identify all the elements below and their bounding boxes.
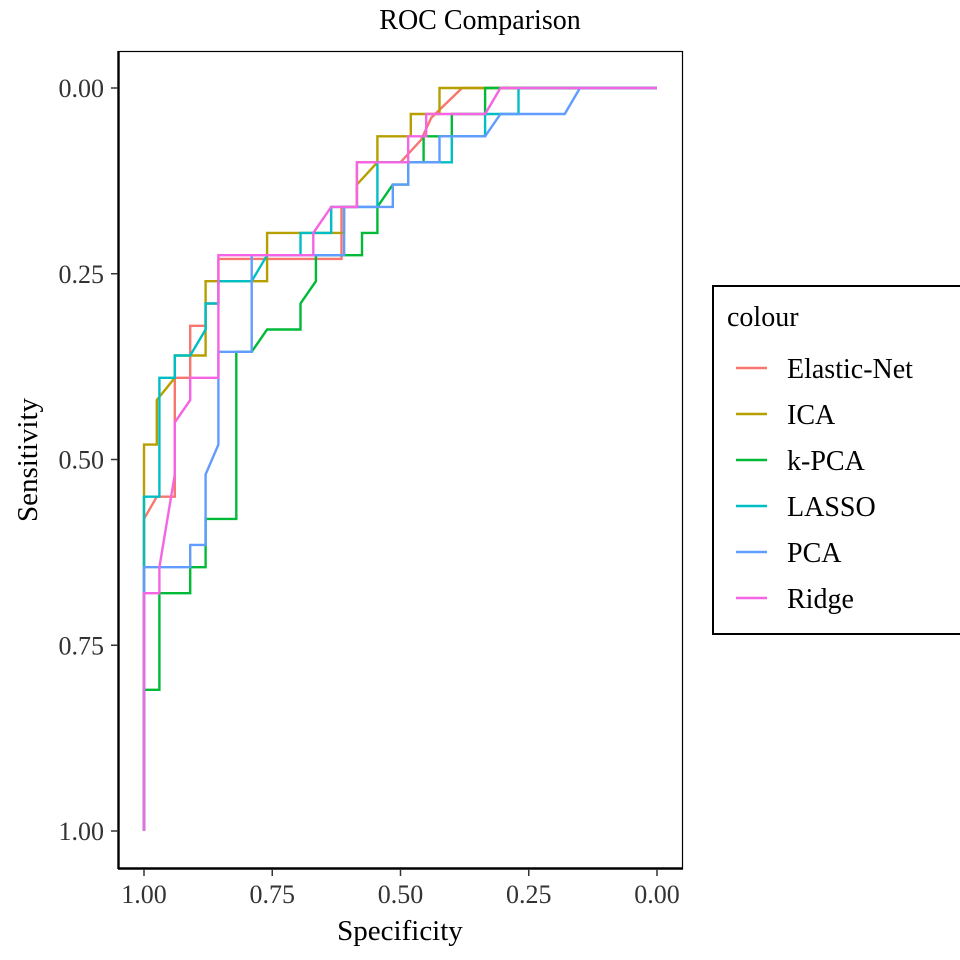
legend-label: Ridge [787, 584, 854, 615]
legend-title: colour [727, 302, 799, 333]
x-tick-label: 1.00 [121, 880, 167, 909]
legend-item-pca: PCA [736, 538, 842, 569]
axis-layer: 1.00 0.75 0.50 0.25 0.00 0.00 0.25 0.50 0.75 1.00 [59, 51, 683, 909]
series-line-ridge [142, 86, 657, 831]
y-tick-label: 0.50 [59, 446, 105, 475]
legend-label: k-PCA [787, 446, 866, 477]
chart-title: ROC Comparison [379, 5, 580, 36]
legend-item-ica: ICA [736, 400, 836, 431]
series-line-k-pca [142, 86, 657, 831]
legend-label: LASSO [787, 492, 876, 523]
legend: colour Elastic-Net ICA k-PCA LASSO PCA Ridge [712, 285, 960, 635]
x-tick-label: 0.25 [506, 880, 552, 909]
plot-panel [117, 50, 684, 870]
legend-item-ridge: Ridge [736, 584, 854, 615]
y-tick-label: 0.00 [59, 74, 105, 103]
series-layer [142, 86, 657, 831]
legend-label: PCA [787, 538, 842, 569]
legend-item-k-pca: k-PCA [736, 446, 866, 477]
x-tick-label: 0.50 [378, 880, 424, 909]
legend-item-lasso: LASSO [736, 492, 876, 523]
x-tick-label: 0.75 [250, 880, 296, 909]
y-tick-label: 0.25 [59, 260, 105, 289]
legend-label: Elastic-Net [787, 354, 913, 385]
legend-items: Elastic-Net ICA k-PCA LASSO PCA Ridge [736, 354, 913, 615]
legend-label: ICA [787, 400, 836, 431]
y-tick-label: 1.00 [59, 817, 105, 846]
x-tick-label: 0.00 [634, 880, 680, 909]
x-axis-label: Specificity [337, 915, 463, 947]
y-axis-label: Sensitivity [12, 397, 44, 522]
y-tick-label: 0.75 [59, 631, 105, 660]
legend-item-elastic-net: Elastic-Net [736, 354, 913, 385]
